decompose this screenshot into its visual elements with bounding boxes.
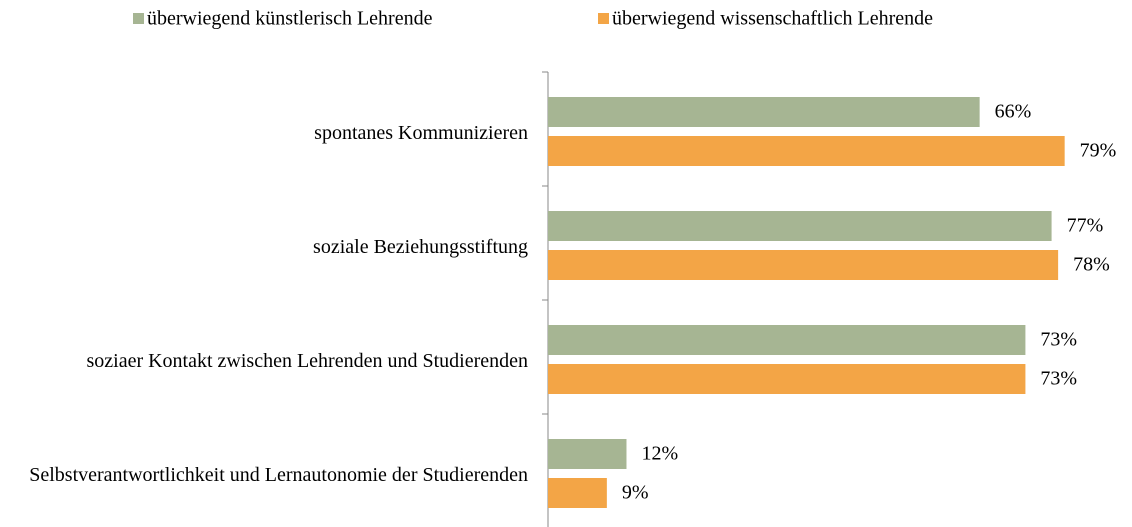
bar	[548, 364, 1026, 394]
value-label: 77%	[1067, 215, 1104, 237]
bar	[548, 439, 627, 469]
value-label: 12%	[641, 443, 678, 465]
bar	[548, 250, 1059, 280]
category-label: soziaer Kontakt zwischen Lehrenden und S…	[86, 350, 528, 372]
value-label: 73%	[1040, 329, 1077, 351]
bar	[548, 478, 607, 508]
legend-swatch	[598, 13, 609, 24]
bar	[548, 211, 1052, 241]
legend-swatch	[133, 13, 144, 24]
value-label: 79%	[1080, 140, 1117, 162]
category-label: spontanes Kommunizieren	[314, 122, 528, 144]
legend-label: überwiegend wissenschaftlich Lehrende	[612, 8, 933, 30]
category-label: Selbstverantwortlichkeit und Lernautonom…	[29, 464, 528, 486]
bar	[548, 97, 980, 127]
value-label: 9%	[622, 482, 649, 504]
legend-label: überwiegend künstlerisch Lehrende	[147, 8, 433, 30]
bar	[548, 325, 1026, 355]
value-label: 78%	[1073, 254, 1110, 276]
bar	[548, 136, 1065, 166]
value-label: 73%	[1040, 368, 1077, 390]
value-label: 66%	[995, 101, 1032, 123]
category-label: soziale Beziehungsstiftung	[313, 236, 528, 258]
